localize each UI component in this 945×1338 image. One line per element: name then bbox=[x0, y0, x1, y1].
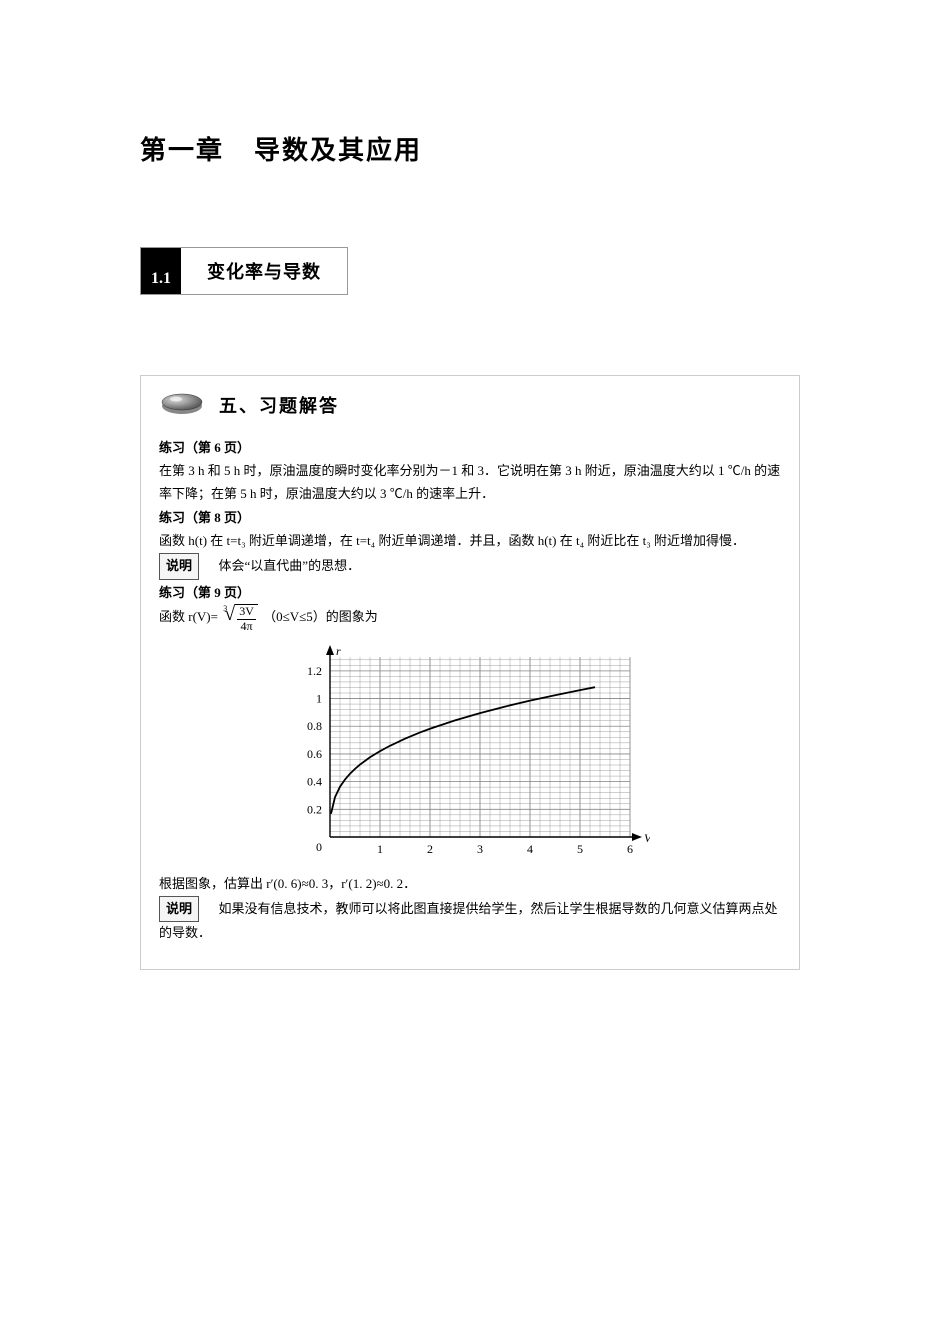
chapter-title: 第一章 导数及其应用 bbox=[140, 130, 805, 167]
chart-wrap: 1 2 3 4 5 6 0 0.2 0.4 0.6 0.8 1 1.2 Vr bbox=[159, 643, 781, 863]
practice6-body: 在第 3 h 和 5 h 时，原油温度的瞬时变化率分别为－1 和 3．它说明在第… bbox=[159, 460, 781, 506]
chapter-label: 第一章 bbox=[140, 136, 224, 165]
chart-svg: 1 2 3 4 5 6 0 0.2 0.4 0.6 0.8 1 1.2 Vr bbox=[290, 643, 650, 863]
practice8-note: 说明 体会“以直代曲”的思想． bbox=[159, 553, 781, 580]
content-box: 五、习题解答 练习（第 6 页） 在第 3 h 和 5 h 时，原油温度的瞬时变… bbox=[140, 375, 800, 970]
svg-text:3: 3 bbox=[477, 842, 483, 856]
chapter-name: 导数及其应用 bbox=[254, 136, 422, 165]
section-box: 1.1 变化率与导数 bbox=[140, 247, 348, 295]
practice9-note-body: 如果没有信息技术，教师可以将此图直接提供给学生，然后让学生根据导数的几何意义估算… bbox=[159, 901, 778, 941]
svg-text:V: V bbox=[644, 831, 650, 845]
svg-text:0.6: 0.6 bbox=[307, 747, 322, 761]
section-name: 变化率与导数 bbox=[181, 248, 347, 294]
practice6-head: 练习（第 6 页） bbox=[159, 437, 781, 460]
formula-pre: 函数 r(V)= bbox=[159, 610, 218, 625]
frac-den: 4π bbox=[239, 620, 255, 633]
svg-text:5: 5 bbox=[577, 842, 583, 856]
svg-text:2: 2 bbox=[427, 842, 433, 856]
answer-header: 五、习题解答 bbox=[159, 388, 781, 425]
svg-text:1: 1 bbox=[377, 842, 383, 856]
practice9-note: 说明 如果没有信息技术，教师可以将此图直接提供给学生，然后让学生根据导数的几何意… bbox=[159, 896, 781, 946]
practice8-head: 练习（第 8 页） bbox=[159, 507, 781, 530]
practice8-note-body: 体会“以直代曲”的思想． bbox=[219, 558, 361, 573]
svg-text:r: r bbox=[336, 644, 341, 658]
chart-canvas: 1 2 3 4 5 6 0 0.2 0.4 0.6 0.8 1 1.2 Vr bbox=[290, 643, 650, 863]
formula-post: （0≤V≤5）的图象为 bbox=[263, 610, 378, 625]
svg-text:0.8: 0.8 bbox=[307, 719, 322, 733]
svg-text:0: 0 bbox=[316, 840, 322, 854]
practice9-formula-line: 函数 r(V)= 3 √ 3V 4π （0≤V≤5）的图象为 bbox=[159, 604, 781, 632]
frac-num: 3V bbox=[237, 605, 256, 619]
answer-title: 五、习题解答 bbox=[219, 390, 339, 422]
svg-text:0.2: 0.2 bbox=[307, 802, 322, 816]
fraction: 3V 4π bbox=[237, 605, 256, 632]
svg-text:6: 6 bbox=[627, 842, 633, 856]
formula-root: 3 √ 3V 4π bbox=[221, 604, 260, 632]
note-label: 说明 bbox=[159, 553, 199, 580]
practice9-after-chart: 根据图象，估算出 r′(0. 6)≈0. 3，r′(1. 2)≈0. 2． bbox=[159, 873, 781, 896]
svg-text:1: 1 bbox=[316, 691, 322, 705]
note-label: 说明 bbox=[159, 896, 199, 923]
pill-icon bbox=[159, 388, 219, 425]
section-number: 1.1 bbox=[141, 248, 181, 294]
radical-icon: √ bbox=[224, 604, 235, 624]
practice8-body: 函数 h(t) 在 t=t₃ 附近单调递增，在 t=t₄ 附近单调递增．并且，函… bbox=[159, 530, 781, 553]
practice9-head: 练习（第 9 页） bbox=[159, 582, 781, 605]
svg-text:1.2: 1.2 bbox=[307, 664, 322, 678]
svg-text:0.4: 0.4 bbox=[307, 774, 322, 788]
svg-text:4: 4 bbox=[527, 842, 533, 856]
